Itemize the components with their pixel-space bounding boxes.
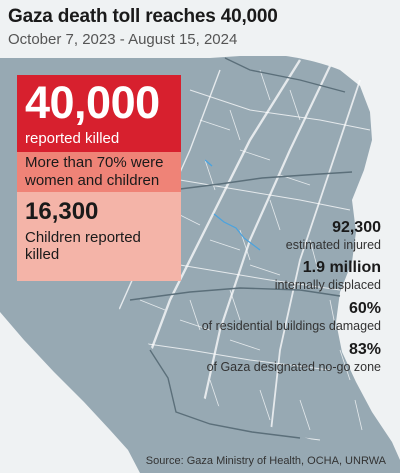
stat-value: 60% (348, 300, 381, 317)
children-box: 16,300 Children reported killed (17, 192, 181, 281)
share-box: More than 70% were women and children (17, 152, 181, 192)
share-note: More than 70% were women and children (25, 154, 164, 189)
children-value: 16,300 (25, 198, 99, 225)
children-label: Children reported killed (25, 229, 141, 263)
district-boundaries (129, 57, 353, 439)
stat-no-go: 83% of Gaza designated no-go zone (207, 340, 381, 375)
source-note: Source: Gaza Ministry of Health, OCHA, U… (145, 455, 386, 467)
wadi-stream (213, 213, 261, 251)
stat-injured: 92,300 estimated injured (286, 218, 381, 253)
header: Gaza death toll reaches 40,000 October 7… (8, 6, 392, 50)
page-title: Gaza death toll reaches 40,000 (8, 6, 278, 27)
stat-label: of Gaza designated no-go zone (206, 360, 381, 374)
stat-value: 1.9 million (302, 259, 381, 276)
stat-label: estimated injured (285, 238, 381, 252)
date-range: October 7, 2023 - August 15, 2024 (8, 31, 238, 48)
stat-label: of residential buildings damaged (201, 319, 381, 333)
deaths-value: 40,000 (25, 77, 160, 128)
deaths-label: reported killed (25, 130, 120, 147)
stat-value: 83% (348, 341, 381, 358)
stat-buildings: 60% of residential buildings damaged (202, 299, 381, 334)
stat-value: 92,300 (332, 219, 381, 236)
stat-displaced: 1.9 million internally displaced (275, 258, 381, 293)
deaths-box: 40,000 reported killed (17, 75, 181, 152)
stat-label: internally displaced (274, 278, 381, 292)
